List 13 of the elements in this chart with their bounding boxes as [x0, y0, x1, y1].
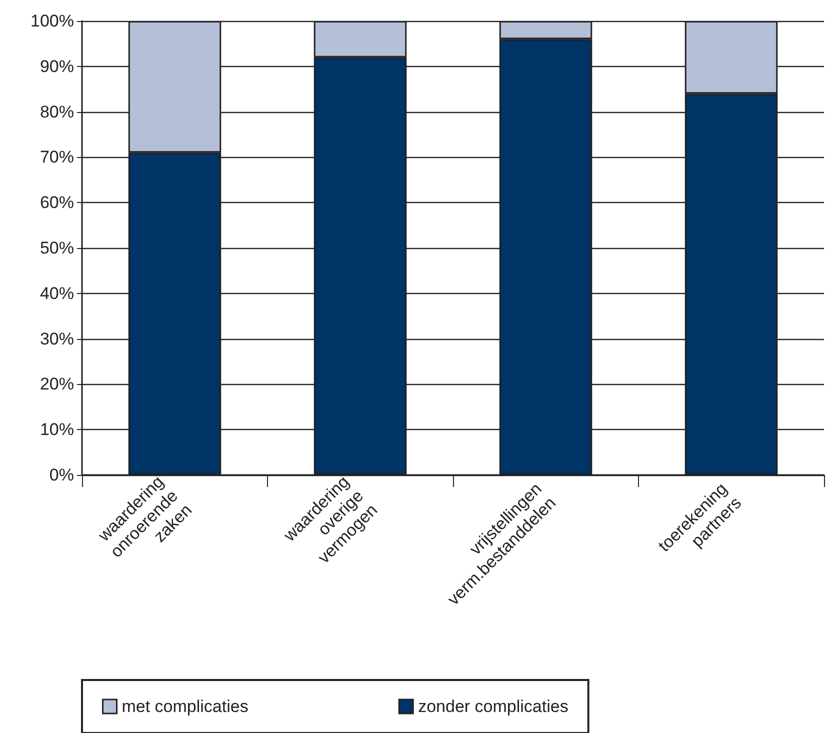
y-tick-label: 10%	[40, 420, 74, 440]
legend-label: met complicaties	[122, 697, 248, 716]
y-tick-label: 30%	[40, 329, 74, 348]
y-tick-label: 20%	[40, 374, 74, 394]
y-tick-label: 50%	[40, 238, 74, 258]
y-tick-label: 100%	[30, 12, 74, 30]
legend-label: zonder complicaties	[418, 697, 568, 716]
y-tick-label: 70%	[40, 148, 74, 167]
y-tick-label: 0%	[49, 466, 74, 484]
y-tick-label: 90%	[40, 56, 74, 76]
y-tick-label: 60%	[40, 193, 74, 212]
y-tick-label: 40%	[40, 284, 74, 303]
y-tick-label: 80%	[40, 102, 74, 122]
